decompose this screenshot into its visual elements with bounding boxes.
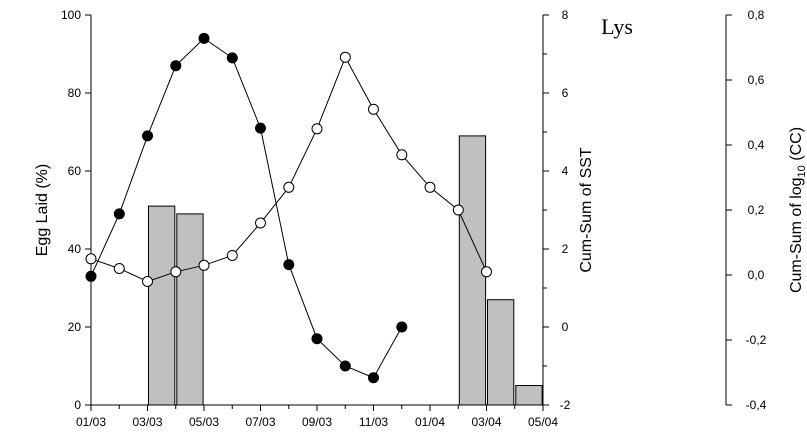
cc-series-point-11 bbox=[396, 149, 408, 161]
sst-series-point-7 bbox=[283, 259, 295, 271]
left-tick-label-2: 40 bbox=[68, 242, 82, 256]
right2-axis-title-tail: (CC) bbox=[788, 127, 805, 165]
bar-3 bbox=[487, 299, 515, 406]
cc-series-point-4 bbox=[198, 259, 210, 271]
x-tick-label-8: 05/04 bbox=[528, 415, 558, 429]
x-tick-label-7: 03/04 bbox=[471, 415, 501, 429]
cc-series-point-10 bbox=[368, 103, 379, 115]
sst-series-point-4 bbox=[198, 32, 210, 44]
cc-series-point-8 bbox=[311, 123, 323, 135]
right1-tick-label-3: 4 bbox=[562, 164, 569, 178]
cc-series-point-6 bbox=[255, 217, 266, 229]
x-tick-label-2: 05/03 bbox=[189, 415, 219, 429]
left-tick-label-0: 0 bbox=[74, 398, 81, 412]
right1-tick-label-5: 8 bbox=[562, 8, 569, 22]
sst-series-point-6 bbox=[255, 122, 266, 134]
cc-series-point-2 bbox=[142, 276, 153, 287]
right1-tick-label-4: 6 bbox=[562, 86, 569, 100]
sst-series-point-8 bbox=[311, 333, 323, 345]
x-tick-label-0: 01/03 bbox=[76, 415, 106, 429]
right1-tick-label-0: -2 bbox=[560, 398, 571, 412]
cc-series-point-9 bbox=[339, 51, 351, 63]
cc-series-point-5 bbox=[226, 250, 238, 261]
cc-series-point-0 bbox=[85, 253, 97, 265]
right2-tick-label-3: 0,2 bbox=[748, 203, 765, 217]
x-tick-label-4: 09/03 bbox=[302, 415, 332, 429]
sst-series-point-10 bbox=[368, 372, 379, 384]
sst-series-line bbox=[90, 37, 403, 379]
x-tick-label-3: 07/03 bbox=[245, 415, 275, 429]
cc-series-point-14 bbox=[481, 266, 492, 278]
right2-tick-label-6: 0,8 bbox=[748, 8, 765, 22]
right2-axis-title: Cum-Sum of log10 (CC) bbox=[788, 127, 807, 293]
right2-tick-label-5: 0,6 bbox=[748, 73, 765, 87]
right2-tick-label-2: 0,0 bbox=[748, 268, 765, 282]
sst-series-point-2 bbox=[142, 130, 153, 142]
cc-series-point-1 bbox=[113, 263, 125, 274]
sst-series-point-1 bbox=[113, 208, 125, 220]
right2-tick-label-0: -0,4 bbox=[746, 398, 767, 412]
sst-series-point-5 bbox=[226, 52, 238, 64]
x-tick-label-5: 11/03 bbox=[359, 415, 388, 429]
right2-tick-label-1: -0,2 bbox=[746, 333, 767, 347]
bar-4 bbox=[515, 385, 543, 406]
right2-axis-title-subscript: 10 bbox=[796, 165, 807, 177]
right1-tick-label-1: 0 bbox=[562, 320, 569, 334]
left-tick-label-1: 20 bbox=[68, 320, 82, 334]
x-tick-label-6: 01/04 bbox=[415, 415, 445, 429]
bar-0 bbox=[148, 205, 176, 406]
cc-series-point-13 bbox=[452, 204, 464, 216]
left-tick-label-3: 60 bbox=[68, 164, 82, 178]
left-tick-label-4: 80 bbox=[68, 86, 82, 100]
sst-series-point-3 bbox=[170, 60, 182, 72]
sst-series-point-11 bbox=[396, 321, 408, 333]
panel-label: Lys bbox=[601, 14, 633, 39]
sst-series-point-0 bbox=[85, 270, 97, 282]
right1-axis-title: Cum-Sum of SST bbox=[578, 147, 595, 273]
right1-tick-label-2: 2 bbox=[562, 242, 569, 256]
cc-series-point-12 bbox=[424, 181, 436, 193]
right2-axis-title-main: Cum-Sum of log bbox=[788, 177, 805, 293]
bar-1 bbox=[176, 213, 204, 406]
left-axis-title: Egg Laid (%) bbox=[34, 164, 51, 257]
cc-series-point-3 bbox=[170, 266, 182, 278]
sst-series-point-9 bbox=[339, 360, 351, 372]
x-tick-label-1: 03/03 bbox=[132, 415, 162, 429]
left-tick-label-5: 100 bbox=[61, 8, 81, 22]
right2-tick-label-4: 0,4 bbox=[748, 138, 765, 152]
cc-series-point-7 bbox=[283, 181, 295, 193]
